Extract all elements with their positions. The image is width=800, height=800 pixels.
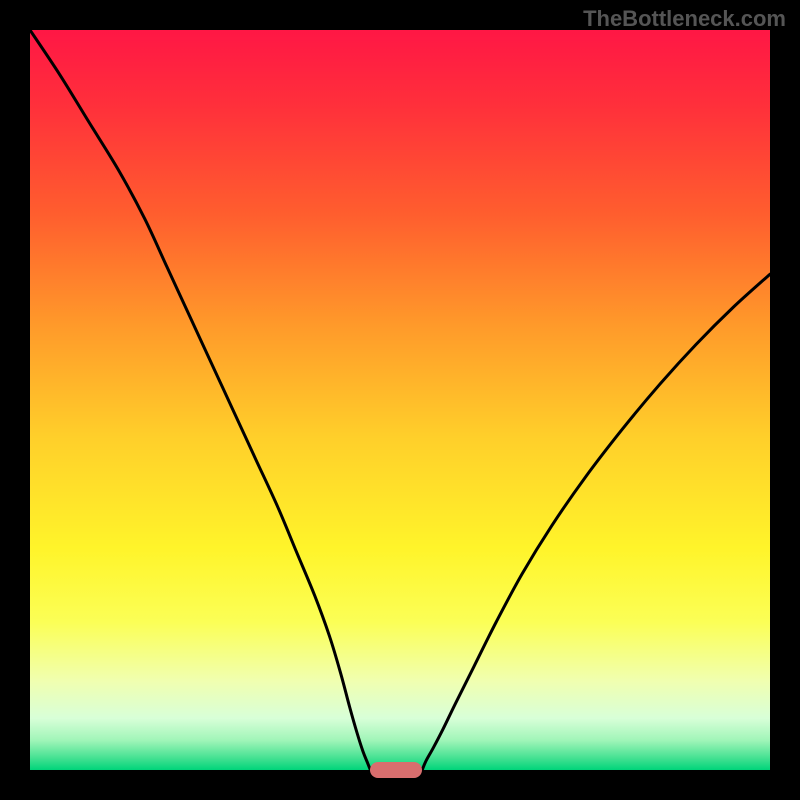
optimal-marker xyxy=(370,762,422,778)
watermark-text: TheBottleneck.com xyxy=(583,6,786,32)
chart-canvas: TheBottleneck.com xyxy=(0,0,800,800)
plot-area xyxy=(30,30,770,770)
bottleneck-curve xyxy=(30,30,770,770)
